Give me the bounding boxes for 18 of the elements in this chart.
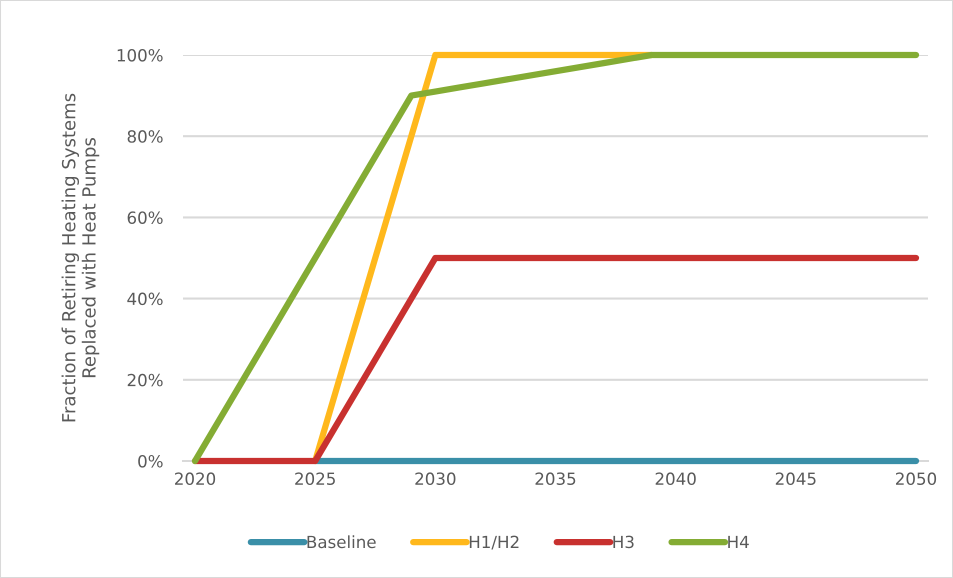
x-tick-label: 2035 [536, 472, 576, 486]
legend-label: Baseline [308, 535, 376, 548]
y-tick-label: 40% [127, 292, 163, 306]
legend-label: H3 [613, 536, 634, 548]
y-tick-label: 100% [118, 48, 163, 62]
y-tick-label: 80% [128, 130, 163, 143]
y-axis-title: Fraction of Retiring Heating Systems Replaced with Heat Pumps [62, 94, 100, 422]
legend-label: H1/H2 [470, 536, 518, 550]
x-tick-label: 2025 [295, 472, 335, 486]
x-tick-label: 2045 [776, 472, 816, 486]
legend-label: H4 [728, 536, 749, 548]
y-tick-label: 20% [128, 374, 163, 386]
x-tick-label: 2050 [896, 472, 936, 486]
x-tick-label: 2040 [656, 472, 696, 486]
x-tick-label: 2020 [175, 472, 216, 486]
y-tick-label: 0% [138, 454, 163, 468]
x-tick-label: 2030 [415, 472, 456, 486]
y-tick-label: 60% [128, 211, 163, 224]
